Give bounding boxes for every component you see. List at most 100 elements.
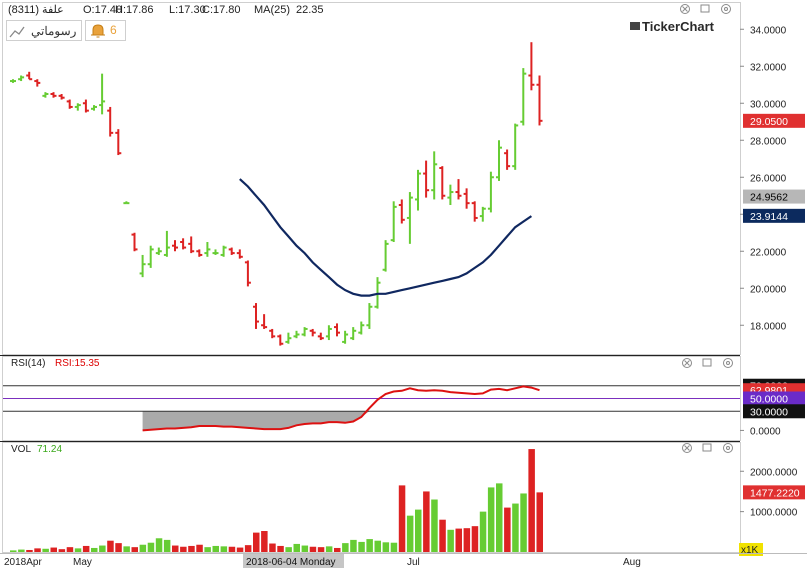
ohlc-bar[interactable] (10, 79, 16, 83)
volume-bar[interactable] (455, 528, 463, 552)
volume-bar[interactable] (228, 546, 236, 552)
ohlc-bar[interactable] (26, 71, 33, 81)
ohlc-bar[interactable] (66, 99, 73, 109)
ohlc-bar[interactable] (366, 303, 373, 329)
ohlc-bar[interactable] (463, 188, 470, 209)
ohlc-bar[interactable] (123, 201, 130, 205)
volume-bar[interactable] (115, 543, 122, 552)
volume-bar[interactable] (91, 547, 98, 552)
ohlc-bar[interactable] (180, 238, 187, 250)
ohlc-bar[interactable] (455, 179, 462, 200)
volume-bar[interactable] (342, 543, 349, 552)
volume-bar[interactable] (325, 546, 333, 552)
volume-bar[interactable] (358, 541, 365, 552)
ohlc-bar[interactable] (293, 330, 300, 339)
ohlc-bar[interactable] (204, 242, 211, 257)
ohlc-bar[interactable] (188, 236, 195, 254)
volume-bar[interactable] (520, 493, 527, 552)
ohlc-bar[interactable] (244, 260, 251, 287)
volume-bar[interactable] (188, 545, 195, 552)
ohlc-bar[interactable] (82, 99, 89, 113)
ohlc-bar[interactable] (350, 327, 357, 341)
volume-bar[interactable] (34, 548, 41, 552)
rsi-panel-settings-icon[interactable] (723, 358, 733, 368)
volume-bar[interactable] (42, 548, 49, 552)
volume-bar[interactable] (261, 531, 268, 552)
volume-bar[interactable] (301, 545, 309, 552)
ohlc-bar[interactable] (479, 206, 486, 222)
ohlc-bar[interactable] (390, 201, 397, 242)
volume-bar[interactable] (512, 503, 519, 552)
rsi-panel-restore-icon[interactable] (702, 358, 712, 367)
volume-bar[interactable] (269, 543, 276, 552)
volume-bar[interactable] (366, 539, 373, 552)
rsi-panel-close-icon[interactable] (682, 358, 692, 368)
ohlc-bar[interactable] (212, 249, 219, 255)
volume-bar[interactable] (350, 539, 357, 552)
volume-bar[interactable] (147, 542, 155, 552)
volume-bar[interactable] (82, 545, 90, 552)
ohlc-bar[interactable] (342, 330, 349, 344)
volume-bar[interactable] (504, 507, 511, 552)
ohlc-bar[interactable] (50, 92, 57, 98)
ohlc-bar[interactable] (139, 254, 146, 278)
volume-bar[interactable] (285, 547, 292, 552)
ohlc-bar[interactable] (196, 249, 203, 257)
ohlc-bar[interactable] (309, 328, 316, 337)
ohlc-bar[interactable] (269, 328, 276, 339)
ohlc-bar[interactable] (220, 245, 227, 257)
volume-bar[interactable] (107, 540, 114, 552)
ohlc-bar[interactable] (99, 73, 106, 115)
volume-bar[interactable] (382, 542, 390, 552)
volume-bar[interactable] (471, 526, 479, 552)
volume-bar[interactable] (415, 509, 422, 552)
ohlc-bar[interactable] (496, 140, 502, 181)
ohlc-bar[interactable] (415, 169, 421, 211)
ohlc-bar[interactable] (406, 192, 413, 244)
ohlc-bar[interactable] (147, 245, 154, 268)
volume-bar[interactable] (253, 532, 260, 552)
volume-bar[interactable] (50, 547, 58, 552)
alerts-button[interactable]: 6 (85, 20, 126, 41)
ohlc-bar[interactable] (42, 92, 49, 98)
vol-panel-close-icon[interactable] (682, 443, 692, 453)
volume-bar[interactable] (180, 546, 187, 552)
ohlc-bar[interactable] (358, 321, 365, 335)
ohlc-bar[interactable] (317, 332, 324, 341)
ohlc-bar[interactable] (439, 166, 446, 200)
ohlc-bar[interactable] (172, 240, 178, 252)
ohlc-bar[interactable] (285, 332, 292, 344)
volume-bar[interactable] (220, 546, 228, 552)
ohlc-bar[interactable] (471, 201, 478, 222)
volume-bar[interactable] (236, 547, 244, 552)
ohlc-bar[interactable] (228, 247, 235, 255)
ohlc-bar[interactable] (382, 240, 389, 272)
volume-bar[interactable] (487, 487, 495, 552)
volume-bar[interactable] (123, 546, 130, 552)
volume-bar[interactable] (74, 548, 82, 552)
ohlc-bar[interactable] (91, 105, 97, 111)
volume-bar[interactable] (155, 538, 163, 552)
ohlc-bar[interactable] (301, 327, 308, 337)
volume-bar[interactable] (293, 543, 301, 552)
volume-bar[interactable] (374, 540, 382, 552)
volume-bar[interactable] (398, 485, 406, 552)
ohlc-bar[interactable] (18, 75, 25, 82)
ohlc-bar[interactable] (325, 325, 332, 341)
ohlc-bar[interactable] (423, 160, 430, 198)
volume-bar[interactable] (406, 515, 414, 552)
volume-bar[interactable] (496, 483, 503, 552)
ohlc-bar[interactable] (504, 149, 511, 170)
price-panel-settings-icon[interactable] (721, 4, 731, 14)
price-panel-close-icon[interactable] (680, 4, 690, 14)
ohlc-bar[interactable] (447, 184, 454, 205)
volume-bar[interactable] (172, 545, 179, 552)
volume-bar[interactable] (196, 544, 203, 552)
volume-bar[interactable] (10, 550, 17, 552)
volume-bar[interactable] (431, 499, 438, 552)
volume-bar[interactable] (423, 491, 430, 552)
ohlc-bar[interactable] (512, 123, 519, 170)
ohlc-bar[interactable] (487, 171, 494, 213)
ohlc-bar[interactable] (236, 249, 243, 259)
